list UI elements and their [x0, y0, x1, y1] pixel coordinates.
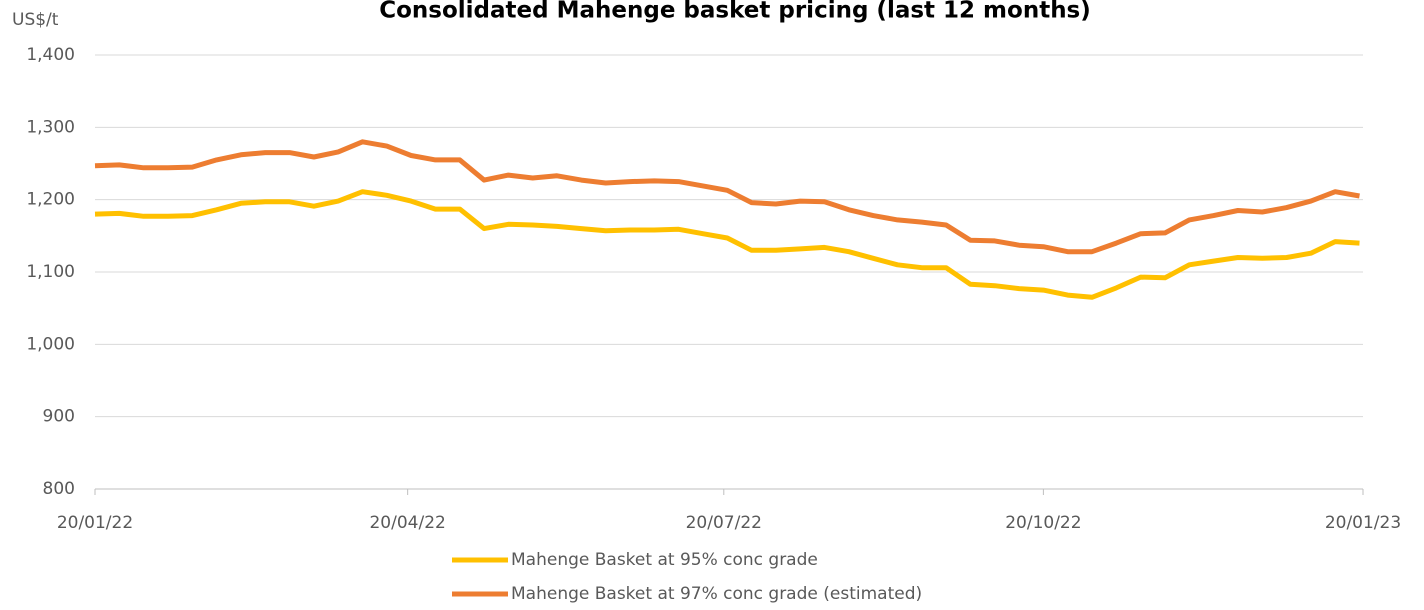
- legend-label: Mahenge Basket at 97% conc grade (estima…: [511, 584, 922, 604]
- y-tick-label: 1,000: [26, 334, 75, 354]
- x-tick-label: 20/01/22: [57, 513, 133, 533]
- y-tick-label: 1,400: [26, 45, 75, 65]
- series-line: [94, 139, 1360, 255]
- x-tick-label: 20/07/22: [686, 513, 762, 533]
- x-tick-label: 20/04/22: [369, 513, 445, 533]
- y-tick-label: 800: [43, 479, 75, 499]
- chart-title: Consolidated Mahenge basket pricing (las…: [379, 0, 1091, 24]
- legend-label: Mahenge Basket at 95% conc grade: [511, 550, 818, 570]
- y-axis-label: US$/t: [12, 10, 59, 30]
- y-tick-label: 1,200: [26, 190, 75, 210]
- x-tick-label: 20/01/23: [1325, 513, 1401, 533]
- y-tick-label: 900: [43, 407, 75, 427]
- x-tick-label: 20/10/22: [1005, 513, 1081, 533]
- series-line: [94, 189, 1360, 300]
- y-tick-label: 1,100: [26, 262, 75, 282]
- y-tick-label: 1,300: [26, 117, 75, 137]
